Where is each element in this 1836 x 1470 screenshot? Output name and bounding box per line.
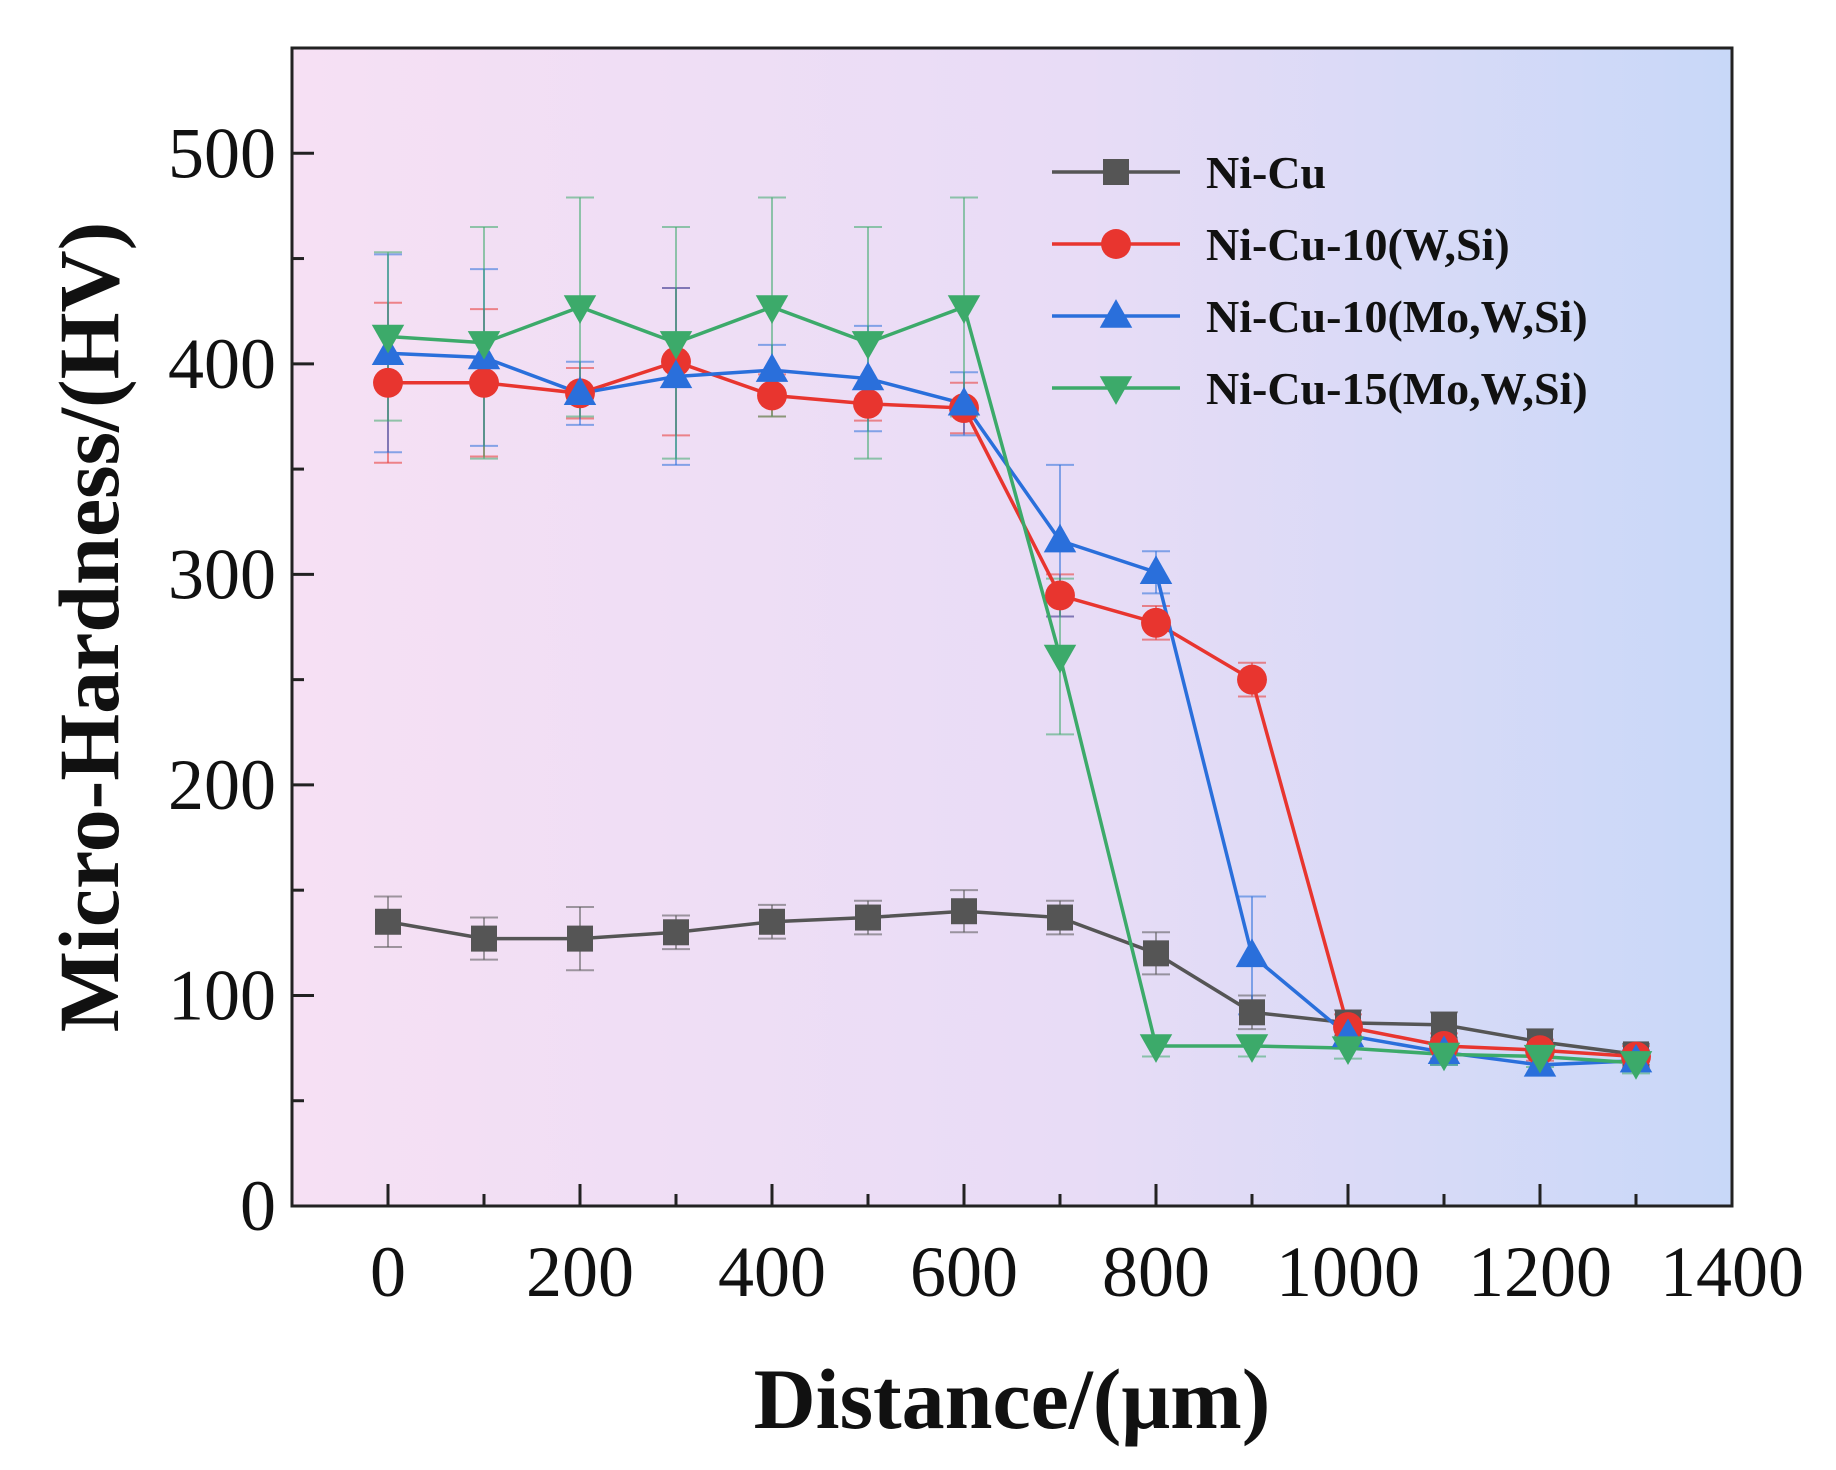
data-point-ni-cu bbox=[951, 898, 977, 925]
data-point-ni-cu-15-mo-w-si bbox=[1619, 1051, 1653, 1080]
data-point-ni-cu-15-mo-w-si bbox=[1043, 644, 1077, 674]
x-tick-label: 400 bbox=[718, 1232, 826, 1312]
x-tick-label: 600 bbox=[910, 1232, 1018, 1312]
legend-marker-ni-cu-10-w-si bbox=[1101, 229, 1131, 259]
data-point-ni-cu-15-mo-w-si bbox=[1427, 1042, 1461, 1072]
plot-area bbox=[292, 48, 1732, 1206]
y-tick-label: 200 bbox=[168, 745, 276, 825]
legend-label-ni-cu: Ni-Cu bbox=[1206, 147, 1326, 198]
data-point-ni-cu bbox=[855, 904, 881, 931]
data-point-ni-cu-15-mo-w-si bbox=[563, 295, 597, 324]
data-point-ni-cu-10-w-si bbox=[469, 367, 499, 398]
x-tick-label: 800 bbox=[1102, 1232, 1210, 1312]
data-point-ni-cu bbox=[375, 908, 401, 935]
legend-marker-ni-cu-15-mo-w-si bbox=[1099, 376, 1133, 405]
x-axis-title: Distance/(μm) bbox=[754, 1351, 1271, 1447]
data-point-ni-cu bbox=[1239, 999, 1265, 1026]
data-point-ni-cu-10-w-si bbox=[1045, 580, 1075, 611]
y-tick-label: 400 bbox=[168, 324, 276, 404]
y-tick-label: 300 bbox=[168, 534, 276, 614]
legend-label-ni-cu-10-w-si: Ni-Cu-10(W,Si) bbox=[1206, 219, 1510, 270]
y-tick-label: 0 bbox=[240, 1166, 276, 1246]
series-line-ni-cu-15-mo-w-si bbox=[387, 304, 1637, 1065]
data-point-ni-cu-15-mo-w-si bbox=[1235, 1034, 1269, 1063]
series-markers bbox=[371, 295, 1653, 1080]
data-point-ni-cu-10-w-si bbox=[1141, 607, 1171, 638]
data-point-ni-cu-15-mo-w-si bbox=[659, 331, 693, 360]
y-tick-label: 500 bbox=[168, 113, 276, 193]
axis-ticks: 0 100 200 300 400 500 0 200 400 600 800 1000 1200 140… bbox=[168, 113, 1804, 1312]
plot-frame bbox=[290, 46, 1734, 1208]
x-tick-label: 1000 bbox=[1276, 1232, 1420, 1312]
x-tick-label: 1400 bbox=[1660, 1232, 1804, 1312]
data-point-ni-cu bbox=[1143, 940, 1169, 967]
data-point-ni-cu-15-mo-w-si bbox=[371, 324, 405, 354]
y-tick-label: 100 bbox=[168, 955, 276, 1035]
data-point-ni-cu-15-mo-w-si bbox=[947, 295, 981, 324]
data-point-ni-cu-10-mo-w-si bbox=[947, 386, 981, 416]
x-tick-label: 0 bbox=[370, 1232, 406, 1312]
y-axis-title: Micro-Hardness/(HV) bbox=[41, 222, 137, 1033]
x-tick-label: 200 bbox=[526, 1232, 634, 1312]
data-point-ni-cu-15-mo-w-si bbox=[851, 331, 885, 360]
data-point-ni-cu-10-mo-w-si bbox=[1235, 938, 1269, 968]
x-tick-label: 1200 bbox=[1468, 1232, 1612, 1312]
legend-label-ni-cu-15-mo-w-si: Ni-Cu-15(Mo,W,Si) bbox=[1206, 363, 1588, 414]
data-point-ni-cu-15-mo-w-si bbox=[1139, 1034, 1173, 1063]
data-point-ni-cu-10-mo-w-si bbox=[1043, 523, 1077, 553]
legend: Ni-Cu Ni-Cu-10(W,Si) Ni-Cu-10(Mo,W,Si) Ni-C… bbox=[1052, 147, 1588, 414]
data-point-ni-cu-15-mo-w-si bbox=[1523, 1044, 1557, 1074]
series-line-ni-cu bbox=[387, 909, 1637, 1057]
data-point-ni-cu-10-mo-w-si bbox=[1139, 555, 1173, 584]
legend-marker-ni-cu bbox=[1103, 159, 1129, 185]
data-point-ni-cu-10-mo-w-si bbox=[755, 353, 789, 382]
legend-label-ni-cu-10-mo-w-si: Ni-Cu-10(Mo,W,Si) bbox=[1206, 291, 1588, 342]
data-point-ni-cu-10-w-si bbox=[853, 388, 883, 419]
data-point-ni-cu bbox=[759, 908, 785, 935]
data-point-ni-cu-10-mo-w-si bbox=[563, 376, 597, 405]
data-point-ni-cu-15-mo-w-si bbox=[1331, 1036, 1365, 1065]
data-point-ni-cu bbox=[663, 919, 689, 946]
data-point-ni-cu-15-mo-w-si bbox=[467, 331, 501, 360]
legend-marker-ni-cu-10-mo-w-si bbox=[1099, 299, 1133, 328]
data-point-ni-cu-15-mo-w-si bbox=[755, 295, 789, 324]
data-point-ni-cu bbox=[471, 925, 497, 952]
data-point-ni-cu-10-w-si bbox=[373, 367, 403, 398]
data-point-ni-cu-10-mo-w-si bbox=[851, 361, 885, 391]
data-point-ni-cu-10-w-si bbox=[757, 380, 787, 411]
series-line-ni-cu-10-mo-w-si bbox=[387, 351, 1637, 1067]
data-point-ni-cu bbox=[567, 925, 593, 952]
data-point-ni-cu-10-mo-w-si bbox=[659, 359, 693, 389]
data-point-ni-cu bbox=[1047, 904, 1073, 931]
data-point-ni-cu-10-w-si bbox=[1237, 664, 1267, 695]
